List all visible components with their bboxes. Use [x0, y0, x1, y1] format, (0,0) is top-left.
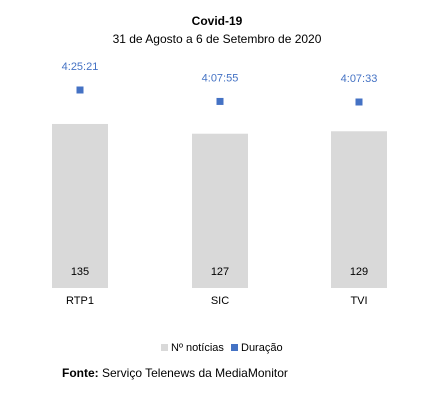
- bars-layer: [52, 123, 387, 288]
- legend-swatch-duration: [231, 344, 238, 351]
- bar-value-label: 127: [211, 266, 229, 278]
- legend-label-duration: Duração: [241, 342, 283, 354]
- bar-rtp1: [52, 123, 108, 288]
- duration-label: 4:07:55: [202, 72, 239, 84]
- bar-value-label: 135: [71, 266, 89, 278]
- labels-layer: 135 RTP1 4:25:21 127 SIC 4:07:55 129 TVI 4:07:33: [62, 61, 378, 307]
- chart-subtitle: 31 de Agosto a 6 de Setembro de 2020: [113, 32, 322, 46]
- chart-title: Covid-19: [192, 14, 243, 28]
- source-text: Serviço Telenews da MediaMonitor: [98, 366, 288, 380]
- category-label-tvi: TVI: [350, 295, 367, 307]
- bar-tvi: [331, 131, 387, 288]
- category-label-rtp1: RTP1: [66, 295, 94, 307]
- legend-swatch-news: [161, 344, 168, 351]
- legend-label-news: Nº notícias: [171, 342, 224, 354]
- duration-marker-tvi: [355, 98, 363, 106]
- category-label-sic: SIC: [211, 295, 229, 307]
- duration-marker-rtp1: [76, 86, 84, 94]
- duration-marker-sic: [216, 97, 224, 105]
- bar-value-label: 129: [350, 266, 368, 278]
- legend: Nº notícias Duração: [161, 342, 283, 354]
- duration-label: 4:07:33: [341, 73, 378, 85]
- source-label: Fonte:: [62, 366, 99, 380]
- source-note: Fonte: Serviço Telenews da MediaMonitor: [62, 366, 288, 380]
- bar-sic: [192, 133, 248, 288]
- duration-label: 4:25:21: [62, 61, 99, 73]
- markers-layer: [76, 86, 363, 106]
